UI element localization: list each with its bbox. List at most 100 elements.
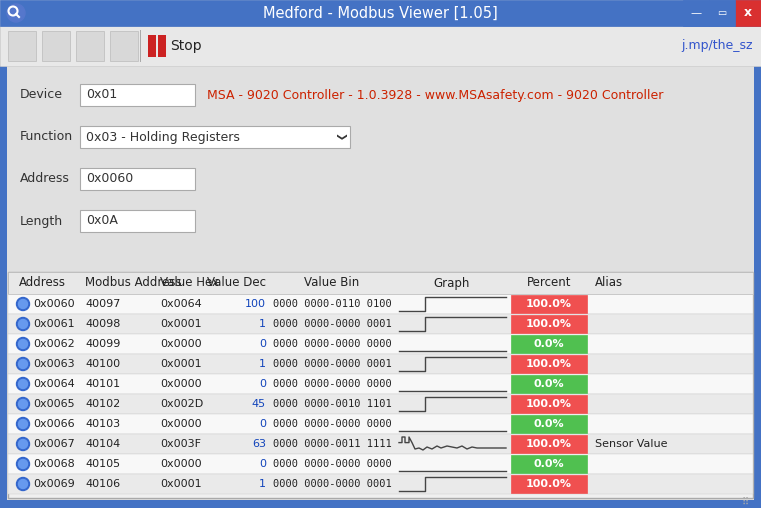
Text: 0x0062: 0x0062 (33, 339, 75, 349)
Bar (8, 31, 36, 61)
Text: 0x0001: 0x0001 (160, 359, 202, 369)
Bar (511, 295, 587, 313)
Bar (110, 31, 138, 61)
Text: Address: Address (20, 173, 70, 185)
Text: 0x0065: 0x0065 (33, 399, 75, 409)
Bar (0, 500, 761, 508)
Circle shape (17, 358, 30, 370)
Bar (683, 0, 709, 26)
Circle shape (18, 360, 27, 368)
Text: 100.0%: 100.0% (526, 399, 572, 409)
Circle shape (17, 458, 30, 470)
Text: 0x002D: 0x002D (160, 399, 203, 409)
Text: 40097: 40097 (85, 299, 120, 309)
Text: 100.0%: 100.0% (526, 319, 572, 329)
Text: 0000 0000-0011 1111: 0000 0000-0011 1111 (273, 439, 392, 449)
Bar (80, 168, 195, 190)
Circle shape (7, 4, 25, 22)
Bar (76, 31, 104, 61)
Text: —: — (690, 8, 702, 18)
Text: 0000 0000-0010 1101: 0000 0000-0010 1101 (273, 399, 392, 409)
Bar (511, 375, 587, 393)
Bar (8, 354, 753, 374)
Text: Device: Device (20, 88, 63, 102)
Text: Value Bin: Value Bin (304, 276, 360, 290)
Bar (80, 126, 350, 148)
Text: 40102: 40102 (85, 399, 120, 409)
Bar (140, 30, 141, 62)
Bar (511, 355, 587, 373)
Text: 40103: 40103 (85, 419, 120, 429)
Text: 0000 0000-0000 0000: 0000 0000-0000 0000 (273, 339, 392, 349)
Text: 0000 0000-0000 0000: 0000 0000-0000 0000 (273, 379, 392, 389)
Text: 0.0%: 0.0% (533, 419, 565, 429)
Bar (8, 272, 753, 294)
Circle shape (18, 420, 27, 429)
Text: 0000 0000-0000 0001: 0000 0000-0000 0001 (273, 479, 392, 489)
Text: 0x0A: 0x0A (86, 214, 118, 228)
Text: 0: 0 (259, 419, 266, 429)
Bar (158, 35, 166, 57)
Bar (8, 294, 753, 314)
Text: 0x0064: 0x0064 (160, 299, 202, 309)
Bar (511, 315, 587, 333)
Text: Sensor Value: Sensor Value (595, 439, 667, 449)
Text: Alias: Alias (595, 276, 623, 290)
Bar (735, 0, 761, 26)
Text: 0x003F: 0x003F (160, 439, 201, 449)
Text: 0x01: 0x01 (86, 88, 117, 102)
Bar (511, 475, 587, 493)
Text: ▭: ▭ (718, 8, 727, 18)
Text: 40105: 40105 (85, 459, 120, 469)
Text: 0000 0000-0000 0000: 0000 0000-0000 0000 (273, 459, 392, 469)
Circle shape (17, 337, 30, 351)
Circle shape (17, 298, 30, 310)
Circle shape (17, 437, 30, 451)
Text: 0.0%: 0.0% (533, 339, 565, 349)
Text: Percent: Percent (527, 276, 572, 290)
Bar (8, 374, 753, 394)
Text: x: x (744, 7, 752, 19)
Bar (511, 395, 587, 413)
Text: 100.0%: 100.0% (526, 479, 572, 489)
Text: Stop: Stop (170, 39, 202, 53)
Text: 0000 0000-0110 0100: 0000 0000-0110 0100 (273, 299, 392, 309)
Bar (0, 66, 7, 508)
Text: 1: 1 (259, 319, 266, 329)
Text: 0x0000: 0x0000 (160, 339, 202, 349)
Text: 100.0%: 100.0% (526, 439, 572, 449)
Text: 63: 63 (252, 439, 266, 449)
Text: 40101: 40101 (85, 379, 120, 389)
Circle shape (18, 300, 27, 308)
Text: 0x0067: 0x0067 (33, 439, 75, 449)
Text: 0.0%: 0.0% (533, 379, 565, 389)
Circle shape (18, 439, 27, 449)
Circle shape (18, 460, 27, 468)
Bar (8, 314, 753, 334)
Bar (754, 66, 761, 508)
Text: 0x0063: 0x0063 (33, 359, 75, 369)
Circle shape (18, 320, 27, 329)
Bar (511, 455, 587, 473)
Text: 100: 100 (245, 299, 266, 309)
Circle shape (17, 318, 30, 331)
Circle shape (17, 478, 30, 491)
Text: 0: 0 (259, 339, 266, 349)
Bar (8, 434, 753, 454)
Text: ❯: ❯ (335, 133, 345, 141)
Text: 0x0060: 0x0060 (86, 173, 133, 185)
Text: Address: Address (19, 276, 66, 290)
Text: 40099: 40099 (85, 339, 120, 349)
Text: Value Dec: Value Dec (207, 276, 266, 290)
Text: Length: Length (20, 214, 63, 228)
Text: 40104: 40104 (85, 439, 120, 449)
Text: 0000 0000-0000 0000: 0000 0000-0000 0000 (273, 419, 392, 429)
Text: Graph: Graph (434, 276, 470, 290)
Text: 0x0000: 0x0000 (160, 379, 202, 389)
Text: Medford - Modbus Viewer [1.05]: Medford - Modbus Viewer [1.05] (263, 6, 498, 20)
Circle shape (18, 480, 27, 489)
Text: 45: 45 (252, 399, 266, 409)
Bar (709, 0, 735, 26)
Bar (42, 31, 70, 61)
Text: 0: 0 (259, 459, 266, 469)
